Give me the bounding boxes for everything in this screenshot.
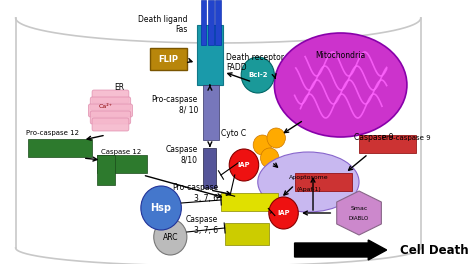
Text: Death receptor: Death receptor (227, 54, 284, 63)
Text: DIABLO: DIABLO (349, 216, 369, 221)
Bar (359, 135, 416, 153)
Bar (197, 25, 223, 85)
Text: Cyto C: Cyto C (221, 129, 246, 138)
Text: 8/ 10: 8/ 10 (179, 106, 198, 115)
Text: Ca²⁺: Ca²⁺ (99, 105, 113, 110)
Text: Hsp: Hsp (151, 203, 172, 213)
Text: 3, 7, 6: 3, 7, 6 (194, 194, 218, 202)
Text: Pro-caspase 9: Pro-caspase 9 (382, 135, 431, 141)
Text: Smac: Smac (350, 206, 368, 211)
Text: Pro-caspase: Pro-caspase (152, 96, 198, 105)
Circle shape (261, 148, 279, 168)
Text: Death ligand: Death ligand (138, 16, 188, 25)
FancyBboxPatch shape (90, 97, 131, 110)
Circle shape (141, 186, 182, 230)
FancyBboxPatch shape (88, 104, 133, 117)
Circle shape (269, 197, 298, 229)
Bar (97, 155, 115, 185)
Text: 3, 7, 6: 3, 7, 6 (194, 225, 218, 234)
Circle shape (267, 128, 285, 148)
Circle shape (154, 219, 187, 255)
Text: Pro-caspase: Pro-caspase (172, 183, 218, 192)
Circle shape (241, 57, 274, 93)
Text: ARC: ARC (163, 233, 178, 242)
Text: IAP: IAP (238, 162, 250, 168)
FancyBboxPatch shape (92, 90, 129, 103)
Circle shape (229, 149, 259, 181)
Text: Caspase 9: Caspase 9 (354, 134, 393, 143)
FancyArrow shape (295, 240, 387, 260)
FancyBboxPatch shape (90, 111, 131, 124)
Polygon shape (337, 191, 382, 235)
Text: Bcl-2: Bcl-2 (248, 72, 267, 78)
Bar (225, 223, 269, 245)
Bar (97, 155, 147, 173)
Text: FADD: FADD (227, 63, 247, 72)
Text: FLIP: FLIP (158, 55, 179, 64)
Bar (27, 139, 92, 157)
Text: Caspase: Caspase (186, 215, 218, 224)
Text: ER: ER (115, 82, 125, 92)
Bar (150, 48, 187, 70)
Circle shape (253, 135, 272, 155)
Text: IAP: IAP (277, 210, 290, 216)
Ellipse shape (258, 152, 359, 212)
Bar (201, 0, 206, 45)
Text: Caspase: Caspase (166, 145, 198, 154)
Bar (295, 173, 352, 191)
FancyBboxPatch shape (92, 118, 129, 131)
Text: Mitochondria: Mitochondria (316, 50, 366, 59)
Bar (215, 0, 221, 45)
Text: 8/10: 8/10 (181, 155, 198, 164)
Bar (202, 85, 219, 140)
Bar (203, 148, 216, 188)
Text: Pro-caspase 12: Pro-caspase 12 (26, 130, 79, 136)
Text: Apoptosome: Apoptosome (289, 175, 328, 180)
Bar (221, 193, 278, 211)
Text: Fas: Fas (175, 26, 188, 35)
Bar (208, 0, 214, 45)
Ellipse shape (274, 33, 407, 137)
Text: (Apaf-1): (Apaf-1) (296, 186, 321, 191)
Text: Caspase 12: Caspase 12 (101, 149, 142, 155)
Text: Cell Death: Cell Death (400, 243, 468, 257)
